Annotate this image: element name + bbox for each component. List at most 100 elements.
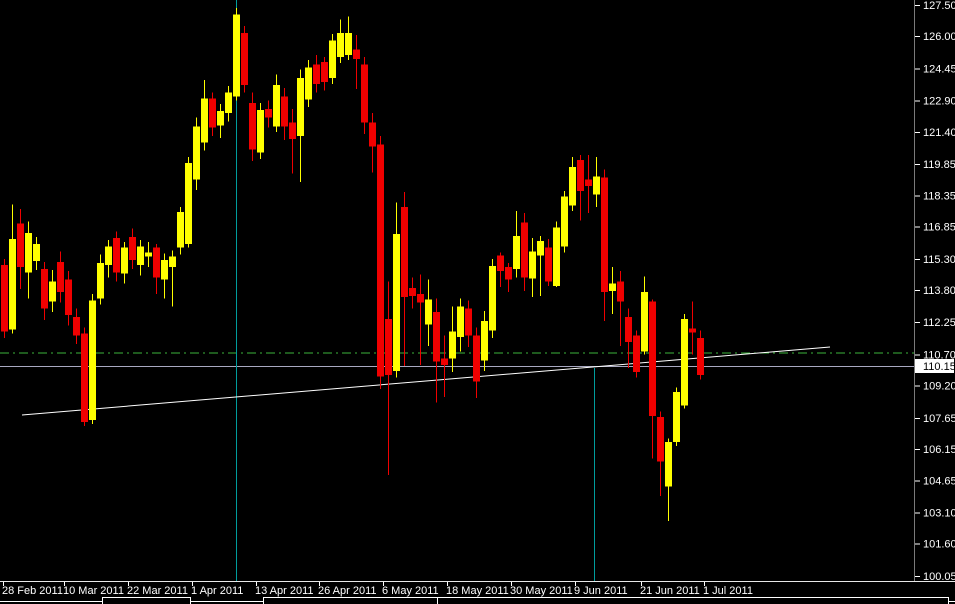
price-axis-label: 109.20 bbox=[923, 381, 955, 393]
candle bbox=[697, 337, 704, 376]
candle bbox=[161, 259, 168, 280]
candle bbox=[561, 196, 568, 247]
candle bbox=[49, 281, 56, 302]
price-axis-label: 116.85 bbox=[923, 222, 955, 234]
date-axis-label: 6 May 2011 bbox=[382, 585, 439, 597]
date-axis-label: 28 Feb 2011 bbox=[2, 585, 63, 597]
candle bbox=[577, 159, 584, 192]
candle bbox=[241, 33, 248, 86]
candle bbox=[641, 292, 648, 352]
candle bbox=[521, 222, 528, 278]
candle bbox=[441, 358, 448, 365]
candle bbox=[9, 239, 16, 330]
candle bbox=[201, 98, 208, 143]
candle bbox=[329, 40, 336, 78]
candle bbox=[505, 267, 512, 280]
candle bbox=[593, 176, 600, 195]
candle bbox=[369, 122, 376, 147]
candle bbox=[513, 235, 520, 270]
candle bbox=[489, 266, 496, 331]
candle bbox=[457, 306, 464, 337]
price-axis-label: 103.10 bbox=[923, 508, 955, 520]
bottom-chrome-panel bbox=[102, 597, 191, 604]
candle bbox=[681, 319, 688, 406]
candle bbox=[225, 92, 232, 114]
current-price-tag-label: 110.15 bbox=[923, 361, 955, 373]
candle bbox=[249, 102, 256, 150]
candle bbox=[449, 331, 456, 359]
candle bbox=[537, 241, 544, 256]
candle bbox=[337, 33, 344, 57]
candle bbox=[113, 237, 120, 273]
candle bbox=[689, 328, 696, 333]
date-axis-label: 9 Jun 2011 bbox=[574, 585, 628, 597]
candle bbox=[1, 265, 8, 332]
candle bbox=[33, 244, 40, 261]
date-axis-label: 21 Jun 2011 bbox=[640, 585, 700, 597]
candle bbox=[609, 283, 616, 291]
candle bbox=[673, 391, 680, 442]
candle bbox=[361, 64, 368, 123]
candle bbox=[497, 255, 504, 272]
price-axis-label: 122.90 bbox=[923, 96, 955, 108]
candle bbox=[409, 287, 416, 297]
date-axis-label: 1 Jul 2011 bbox=[703, 585, 753, 597]
candle bbox=[121, 247, 128, 274]
candle bbox=[601, 177, 608, 293]
price-axis-label: 115.30 bbox=[923, 254, 955, 266]
candle bbox=[265, 109, 272, 118]
candle bbox=[89, 300, 96, 420]
current-price-tag bbox=[915, 358, 954, 373]
price-axis-label: 126.00 bbox=[923, 31, 955, 43]
price-axis-label: 107.65 bbox=[923, 413, 955, 425]
candle bbox=[377, 144, 384, 377]
candle bbox=[281, 96, 288, 127]
candle bbox=[545, 247, 552, 282]
candle bbox=[153, 247, 160, 278]
trendline[interactable] bbox=[21, 346, 831, 416]
candle bbox=[73, 317, 80, 336]
candle bbox=[473, 335, 480, 382]
candle bbox=[313, 64, 320, 85]
candle bbox=[633, 335, 640, 373]
date-axis-label: 18 May 2011 bbox=[446, 585, 509, 597]
candle bbox=[57, 261, 64, 293]
candle bbox=[529, 251, 536, 279]
candle bbox=[289, 122, 296, 140]
date-axis-label: 30 May 2011 bbox=[510, 585, 573, 597]
candle bbox=[233, 14, 240, 97]
candle bbox=[553, 227, 560, 286]
candle bbox=[625, 317, 632, 342]
date-axis-label: 26 Apr 2011 bbox=[318, 585, 377, 597]
price-axis-label: 110.70 bbox=[923, 349, 955, 361]
candle bbox=[81, 333, 88, 423]
candle bbox=[569, 167, 576, 206]
candle bbox=[385, 319, 392, 376]
price-axis-label: 118.35 bbox=[923, 190, 955, 202]
candle bbox=[665, 441, 672, 487]
candle bbox=[137, 246, 144, 265]
candle bbox=[433, 311, 440, 362]
candle bbox=[105, 246, 112, 265]
candle bbox=[177, 211, 184, 248]
candle bbox=[305, 67, 312, 100]
candle bbox=[169, 256, 176, 268]
candle bbox=[257, 110, 264, 153]
date-axis-label: 22 Mar 2011 bbox=[127, 585, 188, 597]
candle bbox=[425, 299, 432, 325]
candle bbox=[217, 111, 224, 126]
candle bbox=[129, 236, 136, 260]
candle bbox=[297, 77, 304, 137]
candle bbox=[193, 126, 200, 180]
date-axis-label: 10 Mar 2011 bbox=[63, 585, 124, 597]
bottom-chrome-panel bbox=[263, 597, 438, 604]
candle bbox=[417, 294, 424, 303]
candle bbox=[657, 416, 664, 462]
candle bbox=[185, 163, 192, 245]
candle bbox=[273, 85, 280, 127]
price-axis-label: 127.50 bbox=[923, 0, 955, 12]
candle bbox=[345, 33, 352, 55]
price-axis-label: 104.65 bbox=[923, 475, 955, 487]
